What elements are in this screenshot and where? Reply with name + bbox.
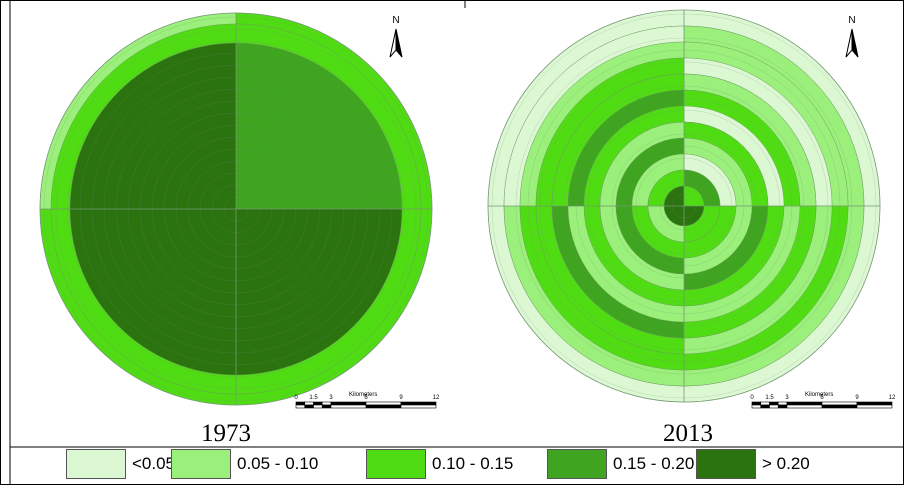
legend-swatch — [171, 449, 231, 479]
scale-tick: 12 — [889, 395, 896, 401]
year-label-2013: 2013 — [663, 420, 713, 447]
map-2013 — [487, 9, 881, 403]
legend-swatch — [696, 449, 756, 479]
zone-sector — [69, 208, 237, 376]
north-arrow-icon: N — [389, 15, 403, 58]
year-label-1973: 1973 — [201, 420, 251, 447]
zone-sector — [235, 42, 403, 210]
north-arrow-icon: N — [845, 15, 859, 58]
scale-tick: 6 — [364, 395, 368, 401]
scale-tick: 6 — [820, 395, 824, 401]
zone-sector — [683, 205, 705, 227]
legend-item-0-05-0-10: 0.05 - 0.10 — [171, 449, 318, 479]
scale-tick: 0 — [294, 395, 298, 401]
scale-tick: 3 — [785, 395, 789, 401]
map-1973 — [39, 12, 433, 406]
zone-sector — [663, 205, 685, 227]
scale-tick: 9 — [399, 395, 403, 401]
scale-title: Kilometers — [349, 392, 377, 398]
north-label: N — [392, 15, 399, 26]
legend-label: > 0.20 — [762, 454, 810, 473]
zone-sector — [69, 42, 237, 210]
legend-swatch — [366, 449, 426, 479]
scale-tick: 9 — [855, 395, 859, 401]
scale-bar: Kilometers 0 1.5 3 6 9 12 — [294, 392, 440, 409]
legend-label: 0.15 - 0.20 — [613, 454, 695, 473]
zone-sector — [683, 185, 705, 207]
legend-label: 0.05 - 0.10 — [237, 454, 319, 473]
scale-tick: 1.5 — [309, 395, 318, 401]
north-label: N — [848, 15, 855, 26]
scale-tick: 0 — [750, 395, 754, 401]
legend-item-0-10-0-15: 0.10 - 0.15 — [366, 449, 513, 479]
legend-label: 0.10 - 0.15 — [432, 454, 514, 473]
scale-tick: 1.5 — [765, 395, 774, 401]
zone-sector — [663, 185, 685, 207]
scale-title: Kilometers — [805, 392, 833, 398]
zone-sector — [235, 208, 403, 376]
scale-tick: 12 — [433, 395, 440, 401]
scale-tick: 3 — [329, 395, 333, 401]
legend-swatch — [66, 449, 126, 479]
legend-label: <0.05 — [132, 454, 176, 473]
scale-bar: Kilometers 0 1.5 3 6 9 12 — [750, 392, 896, 409]
legend-swatch — [547, 449, 607, 479]
legend-item-0-15-0-20: 0.15 - 0.20 — [547, 449, 694, 479]
legend-item-lt-0-05: <0.05 — [66, 449, 175, 479]
legend-item-gt-0-20: > 0.20 — [696, 449, 810, 479]
